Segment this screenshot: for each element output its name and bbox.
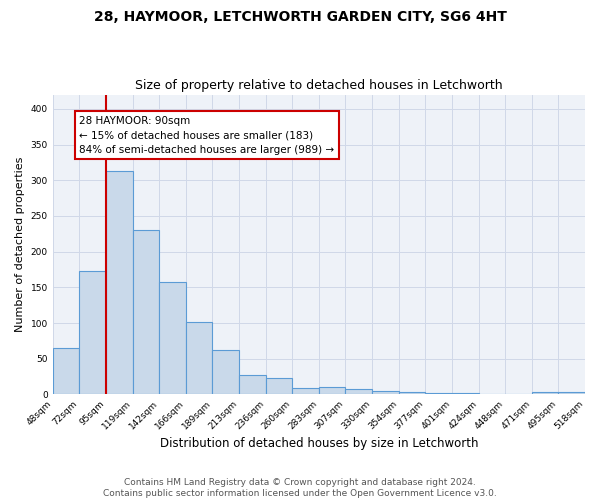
Bar: [239, 375, 266, 394]
Text: 28 HAYMOOR: 90sqm
← 15% of detached houses are smaller (183)
84% of semi-detache: 28 HAYMOOR: 90sqm ← 15% of detached hous…: [79, 116, 334, 155]
Bar: [79, 271, 106, 394]
Bar: [292, 388, 319, 394]
Bar: [559, 392, 585, 394]
Bar: [133, 230, 159, 394]
Title: Size of property relative to detached houses in Letchworth: Size of property relative to detached ho…: [135, 79, 503, 92]
Bar: [212, 350, 239, 395]
Bar: [53, 348, 79, 395]
Bar: [372, 391, 398, 394]
Bar: [159, 282, 186, 395]
Bar: [452, 393, 479, 394]
Bar: [425, 393, 452, 394]
Bar: [398, 392, 425, 394]
Bar: [319, 388, 346, 394]
Bar: [532, 392, 559, 394]
Text: 28, HAYMOOR, LETCHWORTH GARDEN CITY, SG6 4HT: 28, HAYMOOR, LETCHWORTH GARDEN CITY, SG6…: [94, 10, 506, 24]
Bar: [106, 171, 133, 394]
Bar: [266, 378, 292, 394]
Text: Contains HM Land Registry data © Crown copyright and database right 2024.
Contai: Contains HM Land Registry data © Crown c…: [103, 478, 497, 498]
Y-axis label: Number of detached properties: Number of detached properties: [15, 157, 25, 332]
X-axis label: Distribution of detached houses by size in Letchworth: Distribution of detached houses by size …: [160, 437, 478, 450]
Bar: [346, 389, 372, 394]
Bar: [186, 322, 212, 394]
